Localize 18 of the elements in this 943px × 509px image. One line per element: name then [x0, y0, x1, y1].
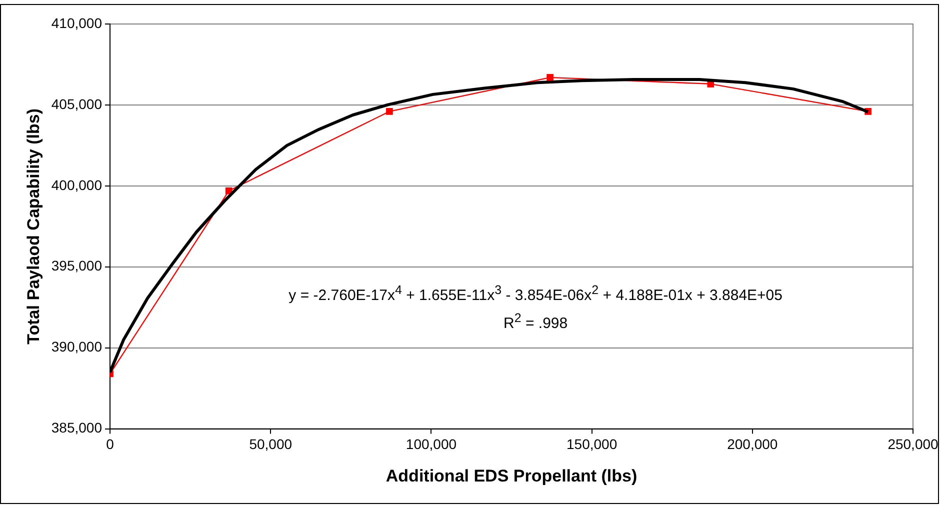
point [386, 108, 393, 115]
point [546, 74, 554, 81]
x-tick-label: 200,000 [727, 436, 778, 452]
x-tick-label: 0 [106, 436, 114, 452]
annotation: R$^{2}$ = .998 [502, 310, 569, 334]
y-tick-label: 395,000 [51, 258, 102, 274]
y-tick-label: 400,000 [51, 176, 102, 193]
y-tick-label: 410,000 [51, 14, 102, 31]
x-tick-label: 50,000 [249, 436, 292, 452]
y-tick-label: 390,000 [51, 338, 102, 355]
y-tick-label: 405,000 [51, 96, 102, 112]
x-tick-label: 250,000 [888, 436, 939, 452]
x-tick-label: 150,000 [566, 436, 618, 452]
annotation: y = -2.760E-17x$^{4}$ + 1.655E-11x$^{3}$ - 3.854E-06x$^{2}$ + 4.188E-01x + 3.884E+05 [288, 282, 782, 306]
x-axis-title: Additional EDS Propellant (lbs) [386, 466, 638, 486]
x-tick-label: 100,000 [406, 436, 457, 452]
y-axis-title: Total Paylaod Capability (lbs) [24, 108, 43, 344]
y-tick-label: 385,000 [51, 420, 102, 436]
